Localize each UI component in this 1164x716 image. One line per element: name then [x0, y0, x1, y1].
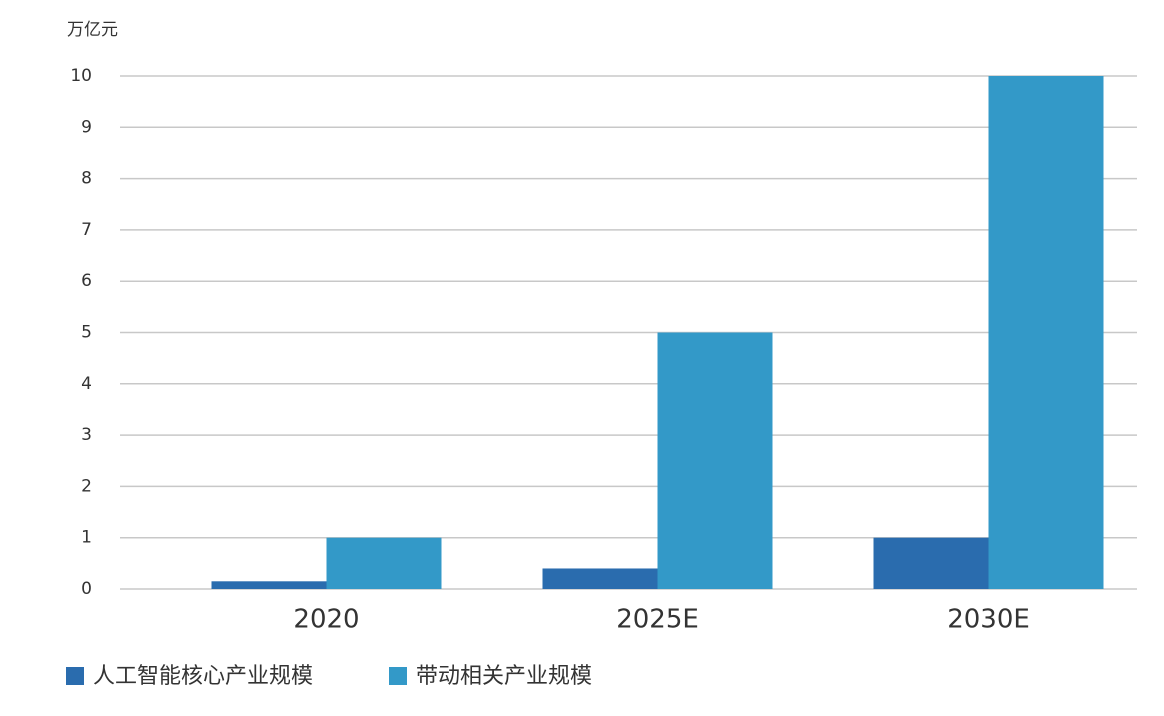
y-tick-label: 4	[81, 374, 92, 394]
x-tick-label: 2030E	[947, 605, 1030, 635]
bar	[211, 581, 327, 589]
y-tick-label: 5	[81, 323, 92, 343]
x-tick-label: 2025E	[616, 605, 699, 635]
y-tick-label: 8	[81, 169, 92, 189]
bar	[657, 332, 773, 589]
y-tick-label: 10	[70, 66, 92, 86]
bar	[542, 568, 658, 589]
x-tick-label: 2020	[293, 605, 359, 635]
bar	[873, 537, 989, 589]
y-tick-label: 7	[81, 220, 92, 240]
legend-swatch	[66, 667, 84, 685]
bar	[326, 537, 442, 589]
legend-label: 人工智能核心产业规模	[93, 664, 313, 689]
y-tick-label: 1	[81, 528, 92, 548]
y-tick-label: 3	[81, 425, 92, 445]
legend-label: 带动相关产业规模	[416, 664, 592, 689]
bar	[988, 76, 1104, 589]
legend-swatch	[389, 667, 407, 685]
y-axis-unit: 万亿元	[67, 20, 118, 40]
y-tick-label: 9	[81, 117, 92, 137]
y-tick-label: 6	[81, 271, 92, 291]
y-tick-label: 2	[81, 476, 92, 496]
y-tick-label: 0	[81, 579, 92, 599]
